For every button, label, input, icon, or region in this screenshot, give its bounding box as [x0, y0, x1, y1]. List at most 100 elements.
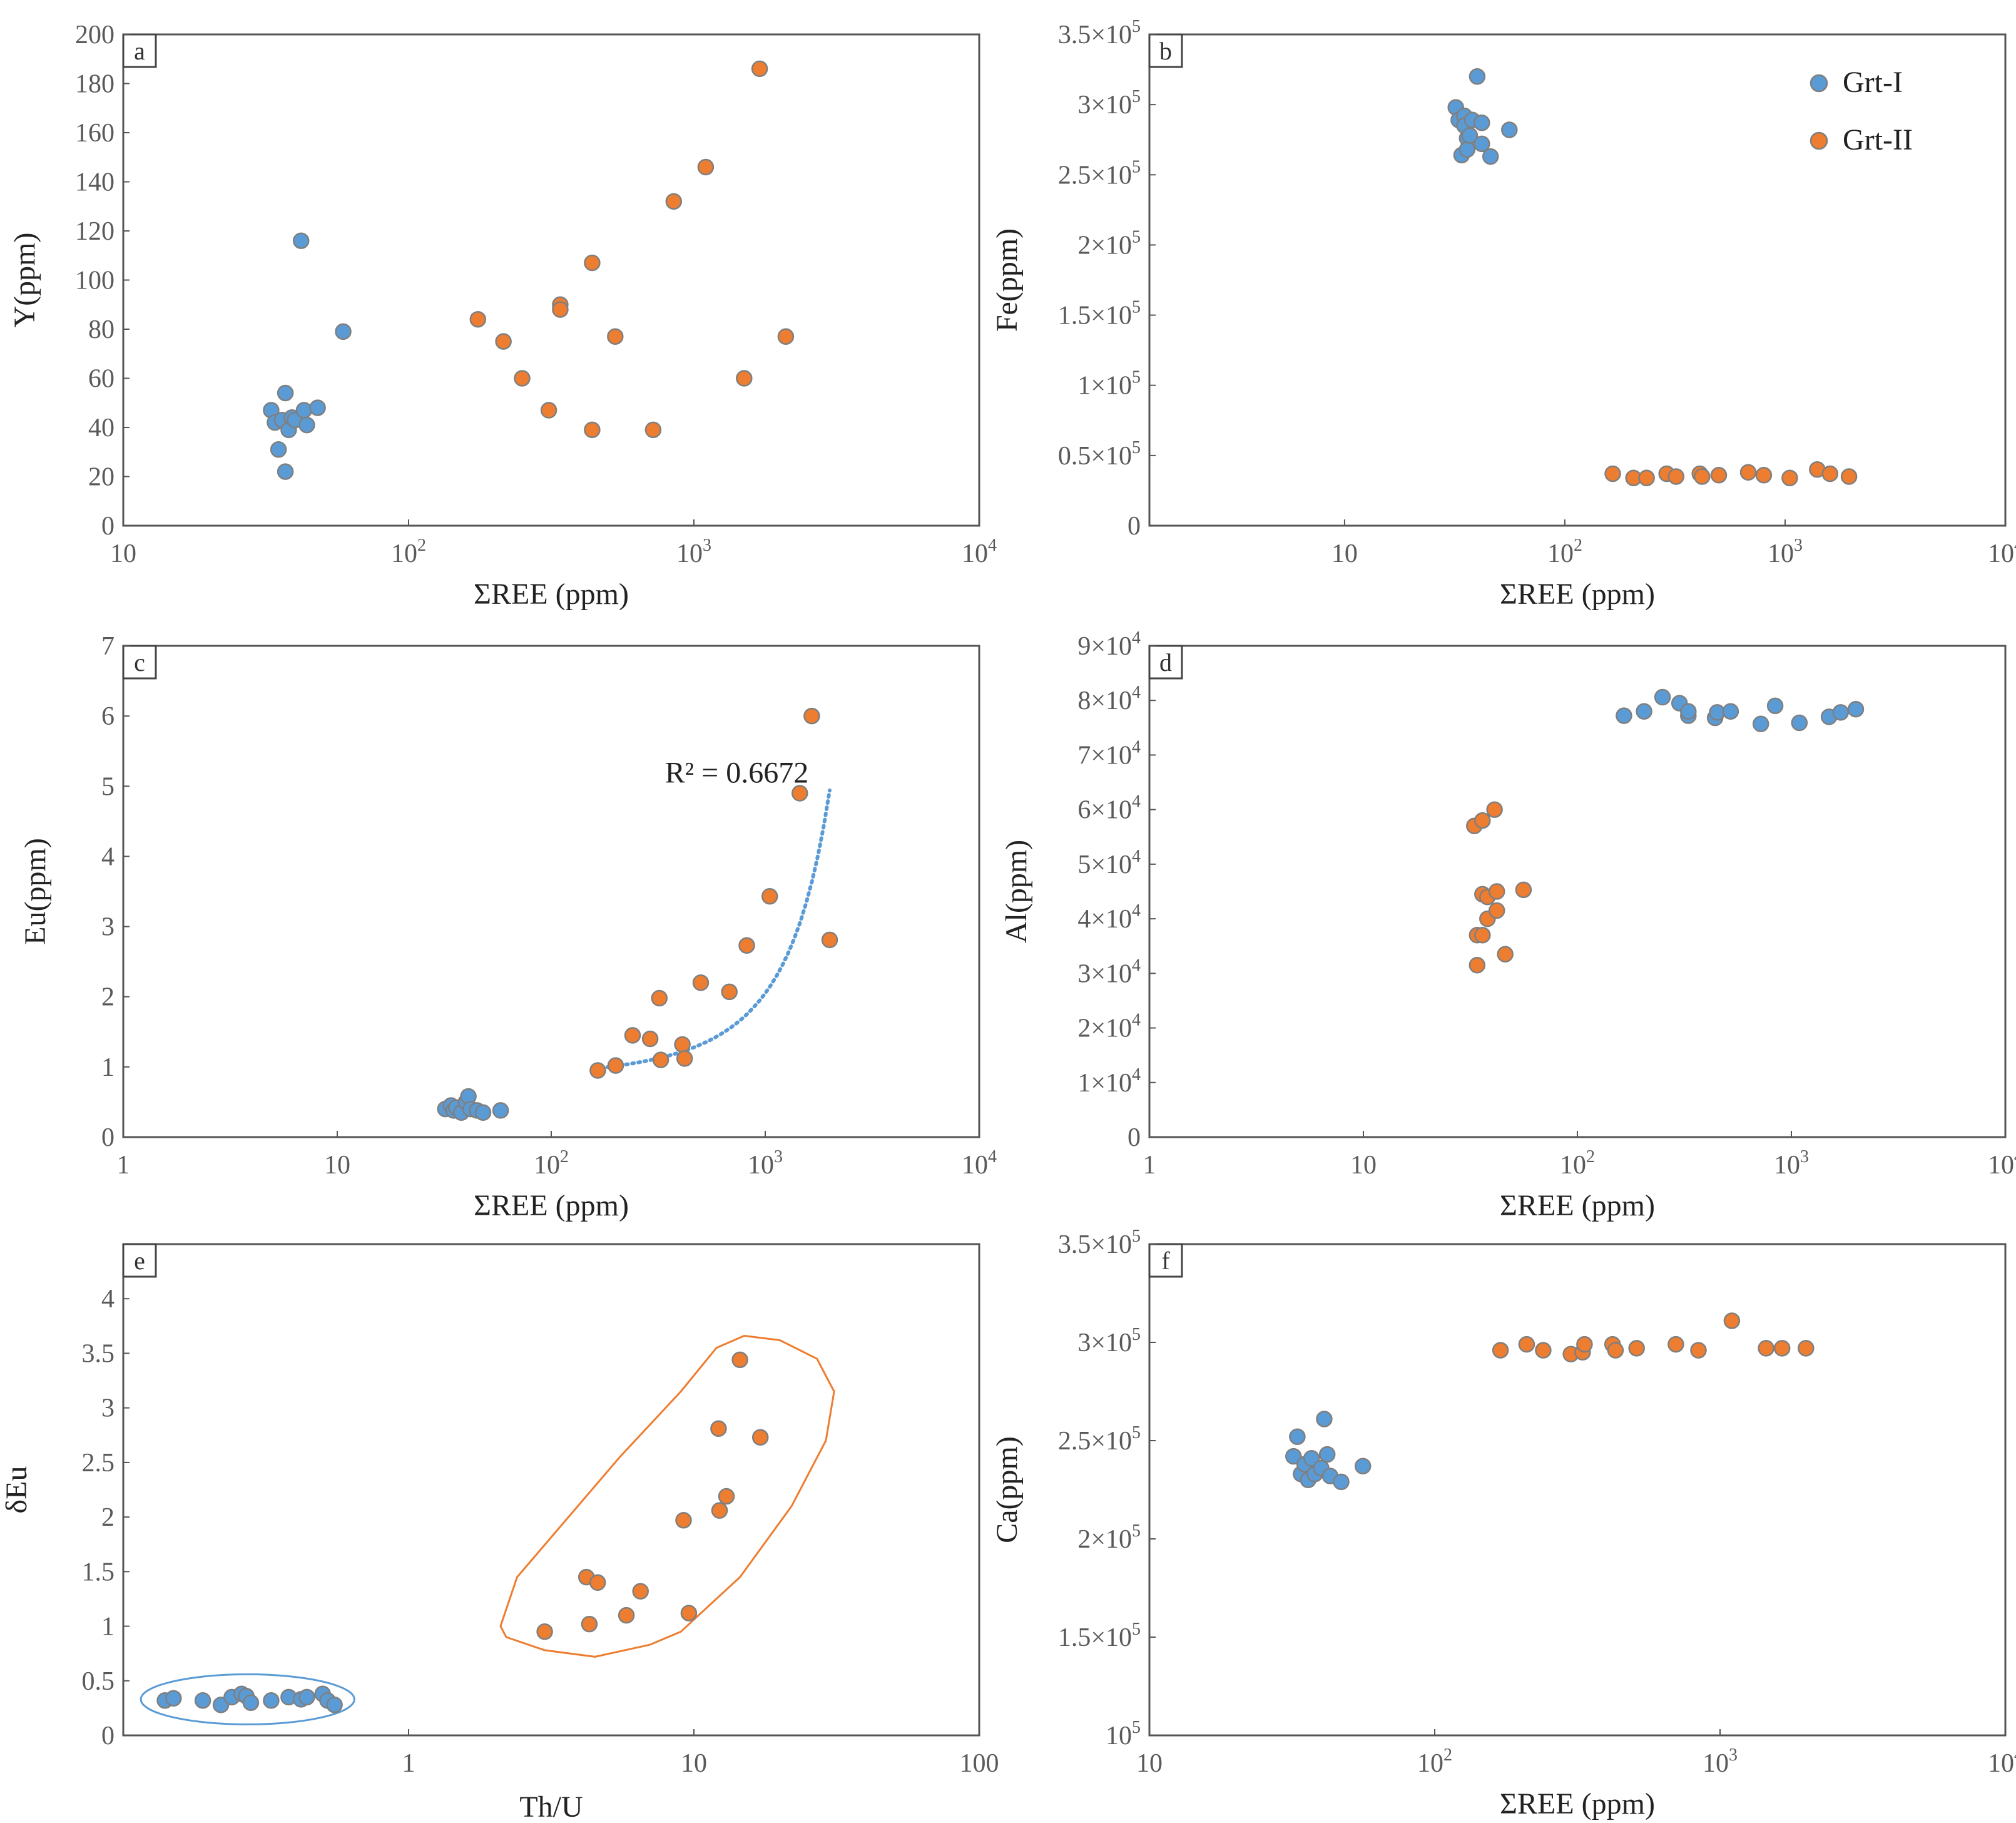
y-tick-label: 105: [1106, 1718, 1141, 1750]
data-point-grt-i: [335, 323, 352, 340]
data-point-grt-ii: [1710, 467, 1728, 484]
x-tick-label: 1: [1143, 1151, 1156, 1180]
data-point-grt-ii: [721, 983, 738, 1001]
data-point-grt-i: [1832, 704, 1850, 721]
data-point-grt-ii: [761, 888, 778, 905]
data-point-grt-ii: [791, 785, 808, 802]
legend-label: Grt-II: [1843, 123, 1913, 156]
y-tick-label: 4: [101, 1285, 115, 1314]
data-point-grt-ii: [584, 421, 601, 439]
data-point-grt-ii: [711, 1502, 728, 1519]
data-point-grt-ii: [697, 158, 715, 176]
data-point-grt-i: [326, 1696, 343, 1713]
data-point-grt-ii: [589, 1062, 606, 1079]
panel-label-box: [122, 1243, 157, 1278]
data-point-grt-i: [298, 416, 315, 434]
y-tick-label: 200: [75, 21, 115, 49]
x-tick-label: 102: [1560, 1147, 1595, 1180]
data-point-grt-i: [277, 463, 294, 480]
data-point-grt-ii: [618, 1606, 635, 1624]
plot-frame: [1148, 33, 2007, 527]
data-point-grt-ii: [581, 1615, 598, 1633]
x-axis-label: ΣREE (ppm): [474, 578, 629, 611]
data-point-grt-ii: [1758, 1340, 1774, 1357]
data-point-grt-ii: [1535, 1342, 1552, 1359]
data-point-grt-ii: [536, 1623, 553, 1640]
data-point-grt-ii: [1798, 1340, 1815, 1357]
y-tick-label: 20: [88, 463, 115, 492]
data-point-grt-ii: [1474, 812, 1491, 829]
y-axis-label: δEu: [0, 1466, 33, 1514]
data-point-grt-i: [1680, 703, 1697, 720]
x-tick-label: 103: [1768, 536, 1803, 568]
x-tick-label: 102: [1547, 536, 1582, 568]
data-point-grt-ii: [644, 421, 662, 439]
y-axis-label: Fe(ppm): [990, 228, 1024, 332]
data-point-grt-i: [1459, 141, 1476, 158]
y-tick-label: 1×105: [1077, 368, 1141, 401]
y-tick-label: 0.5×105: [1058, 438, 1141, 471]
data-point-grt-i: [1474, 135, 1490, 153]
data-point-grt-i: [1501, 121, 1518, 138]
data-point-grt-i: [1636, 703, 1652, 720]
data-point-grt-ii: [1840, 468, 1858, 485]
data-point-grt-i: [492, 1102, 509, 1119]
data-point-grt-ii: [495, 333, 512, 350]
y-tick-label: 0.5: [82, 1667, 115, 1696]
data-point-grt-i: [277, 384, 294, 402]
data-point-grt-ii: [1739, 464, 1757, 481]
data-point-grt-ii: [552, 301, 569, 318]
data-point-grt-ii: [1488, 902, 1505, 919]
data-point-grt-ii: [607, 1057, 624, 1074]
y-tick-label: 40: [88, 414, 115, 442]
x-tick-label: 104: [962, 1147, 997, 1180]
x-tick-label: 102: [534, 1147, 569, 1180]
data-point-grt-i: [1354, 1458, 1372, 1475]
data-point-grt-i: [1289, 1428, 1306, 1445]
plot-frame: [1148, 1243, 2007, 1737]
panel-label: b: [1159, 37, 1172, 65]
data-point-grt-ii: [651, 989, 668, 1007]
x-tick-label: 104: [962, 536, 997, 568]
data-point-grt-ii: [1469, 957, 1486, 974]
y-tick-label: 0: [1128, 1123, 1141, 1152]
data-point-grt-ii: [736, 370, 753, 387]
data-point-grt-ii: [680, 1605, 698, 1621]
y-tick-label: 1.5×105: [1058, 298, 1141, 330]
x-axis-label: ΣREE (ppm): [474, 1189, 629, 1222]
y-tick-label: 140: [75, 168, 115, 197]
data-point-grt-ii: [777, 328, 795, 345]
y-tick-label: 1×104: [1077, 1065, 1141, 1098]
panel-label: c: [134, 648, 145, 677]
data-point-grt-ii: [1723, 1312, 1741, 1329]
panel-label-box: [1148, 645, 1183, 680]
legend-marker: [1810, 131, 1828, 150]
x-tick-label: 1: [117, 1151, 130, 1180]
data-point-grt-ii: [1781, 469, 1798, 486]
data-point-grt-i: [298, 1688, 315, 1706]
panel-label-box: [122, 645, 157, 680]
panel-a: a 0 20 40 60 80 100 120 140 160 180 200 10 102 103 104 Σ…: [8, 21, 997, 611]
data-point-grt-ii: [1667, 1335, 1684, 1353]
trendline-label: R² = 0.6672: [665, 757, 808, 790]
data-point-grt-i: [165, 1690, 182, 1707]
y-tick-label: 1.5×105: [1058, 1620, 1141, 1652]
legend-marker: [1810, 74, 1828, 93]
data-point-grt-ii: [1667, 468, 1685, 485]
data-point-grt-ii: [1492, 1342, 1509, 1359]
y-tick-label: 4: [101, 842, 115, 871]
legend-label: Grt-I: [1843, 66, 1903, 99]
data-point-grt-i: [1847, 700, 1865, 718]
data-point-grt-i: [292, 232, 310, 249]
data-point-grt-ii: [514, 370, 531, 387]
data-point-grt-ii: [1488, 883, 1505, 900]
y-tick-label: 3.5: [82, 1339, 115, 1368]
grt1-envelope: [140, 1673, 355, 1725]
data-point-grt-i: [1791, 714, 1808, 732]
data-point-grt-i: [1766, 697, 1784, 715]
data-point-grt-i: [1318, 1446, 1336, 1463]
data-point-grt-ii: [751, 1429, 769, 1446]
panel-d: d 0 1×104 2×104 3×104 4×104 5×104 6×104 7×104 8×1…: [1000, 628, 2016, 1222]
y-tick-label: 80: [88, 315, 115, 344]
